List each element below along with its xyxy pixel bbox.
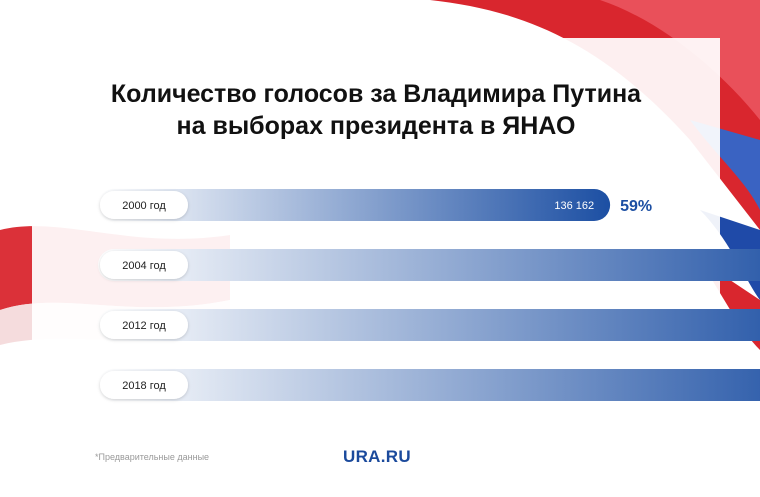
- category-pill: [100, 311, 188, 339]
- category-label: 2000 год: [122, 200, 166, 212]
- category-pill: [100, 251, 188, 279]
- title-line-1: Количество голосов за Владимира Путина: [110, 80, 642, 108]
- category-pill: [100, 371, 188, 399]
- category-label: 2012 год: [122, 320, 166, 332]
- category-label: 2004 год: [122, 260, 166, 272]
- ura-logo: URA.RU: [343, 447, 411, 466]
- chart-title: Количество голосов за Владимира Путина н…: [32, 78, 720, 142]
- category-pill: [100, 191, 188, 219]
- value-label: 136 162: [554, 200, 594, 212]
- category-label: 2018 год: [122, 380, 166, 392]
- bar: [98, 309, 760, 341]
- footnote: *Предварительные данные: [95, 452, 210, 462]
- percent-label: 59%: [620, 198, 652, 215]
- bar: [98, 189, 611, 221]
- bar: [98, 369, 760, 401]
- bar: [98, 249, 760, 281]
- title-line-2: на выборах президента в ЯНАО: [176, 112, 576, 140]
